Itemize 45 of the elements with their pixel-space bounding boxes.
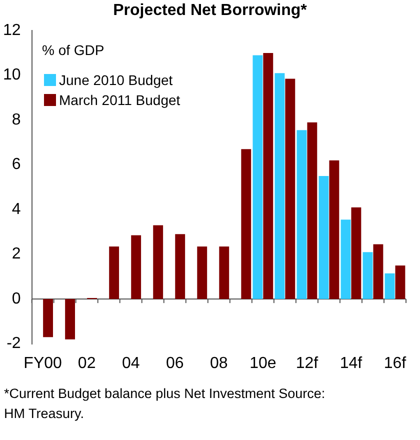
y-tick-label: 2 xyxy=(12,246,21,263)
bar xyxy=(109,246,120,300)
x-tick-label: FY00 xyxy=(24,354,62,372)
y-tick-label: 10 xyxy=(3,66,21,84)
bar xyxy=(153,225,164,300)
y-tick-label: 0 xyxy=(12,290,21,308)
y-tick-label: -2 xyxy=(6,335,21,352)
bar xyxy=(395,266,406,300)
y-tick-label: 8 xyxy=(12,111,21,128)
bar xyxy=(285,78,296,300)
bar xyxy=(197,246,208,300)
x-tick-label: 02 xyxy=(78,354,96,372)
bar xyxy=(318,176,329,300)
legend-label: June 2010 Budget xyxy=(59,72,173,88)
text: *Current Budget balance plus Net Investment Source: HM Treasury. xyxy=(4,385,326,423)
bar xyxy=(274,73,285,300)
bar xyxy=(65,299,76,340)
y-tick-label: 6 xyxy=(12,156,21,174)
x-tick-label: 12f xyxy=(296,354,319,372)
bar xyxy=(362,252,373,300)
bar xyxy=(131,235,142,300)
bar xyxy=(219,246,230,300)
chart-title: Projected Net Borrowing* xyxy=(112,2,308,20)
bar xyxy=(252,55,263,300)
bar xyxy=(384,273,395,300)
bar xyxy=(43,299,53,338)
bar xyxy=(241,149,252,300)
x-tick-label: 08 xyxy=(210,354,228,372)
x-tick-label: 04 xyxy=(122,354,140,372)
bar xyxy=(351,207,362,300)
bar xyxy=(329,160,340,300)
bar xyxy=(263,52,274,300)
x-tick-label: 16f xyxy=(384,354,407,372)
x-tick-label: 10e xyxy=(250,354,276,372)
y-tick-label: 4 xyxy=(12,200,21,218)
bar xyxy=(296,130,307,300)
y-axis-title: % of GDP xyxy=(42,42,104,58)
y-tick-label: 12 xyxy=(3,22,21,40)
x-tick-label: 06 xyxy=(166,354,184,372)
x-tick-label: 14f xyxy=(340,354,363,372)
legend-label: March 2011 Budget xyxy=(59,92,180,108)
bar xyxy=(373,244,384,300)
bar xyxy=(175,234,186,300)
bar xyxy=(340,220,351,300)
bar xyxy=(307,122,318,300)
